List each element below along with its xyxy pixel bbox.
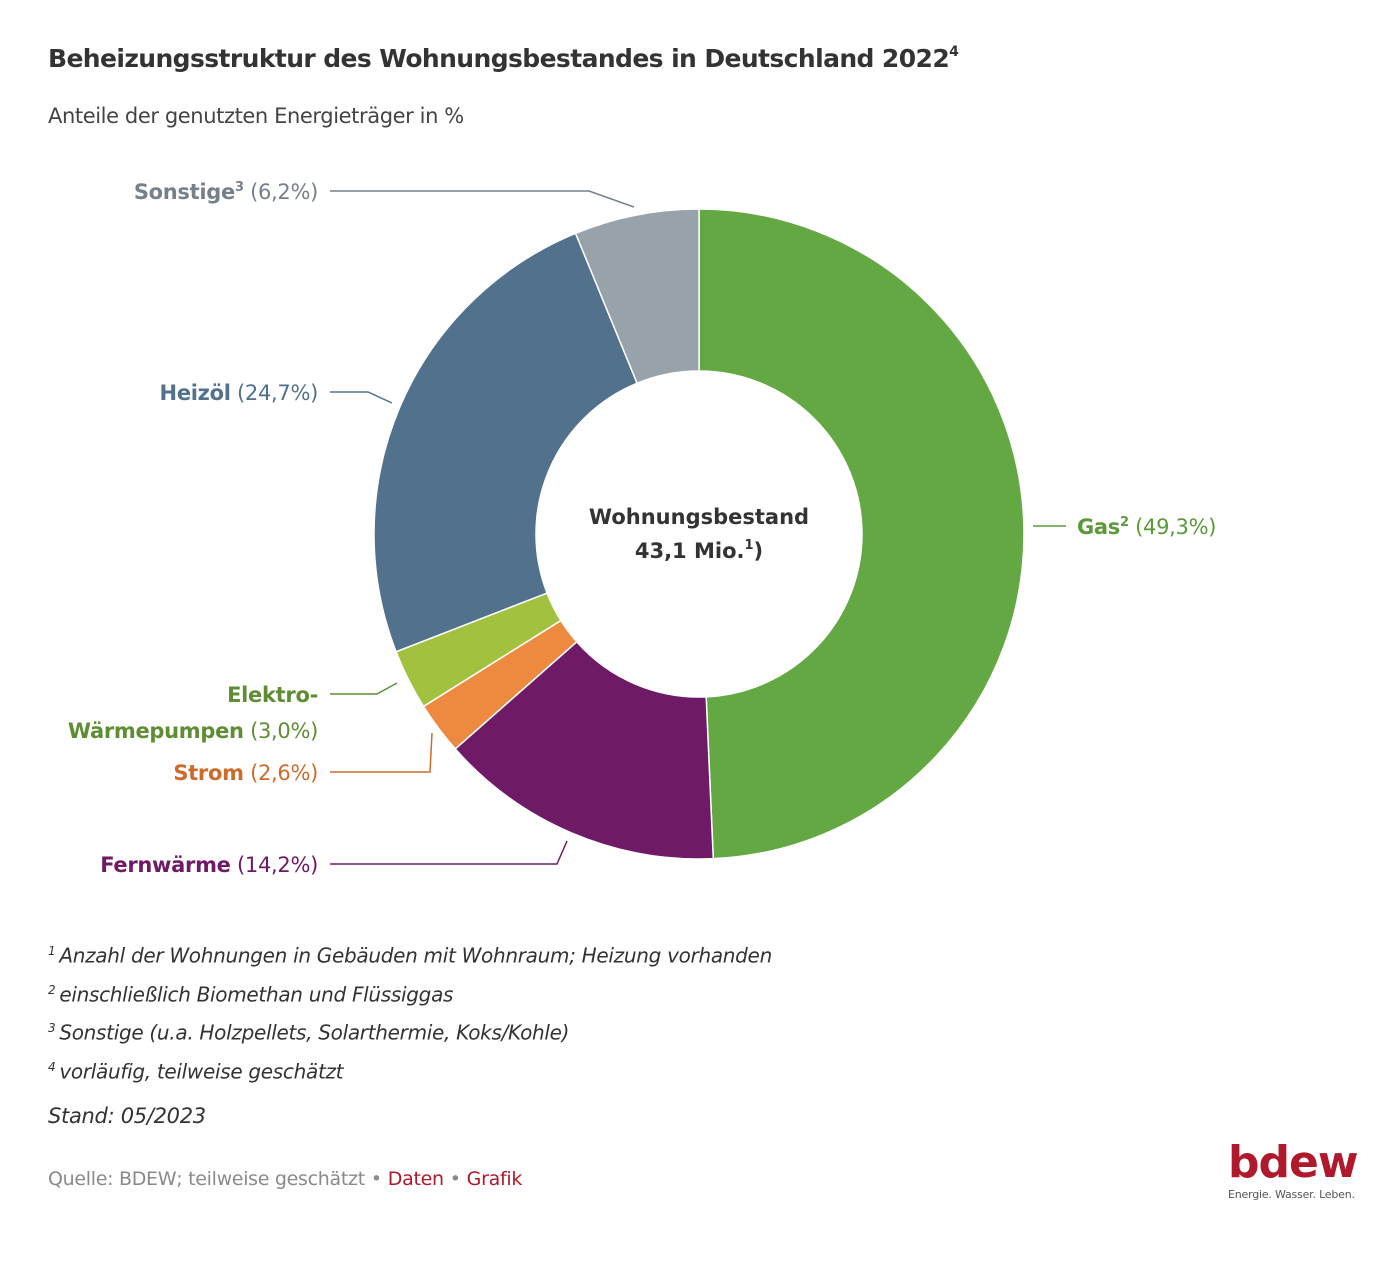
label-name: Gas	[1077, 515, 1120, 539]
label-value: (24,7%)	[231, 381, 318, 405]
footnote-3: 3 Sonstige (u.a. Holzpellets, Solarthermi…	[48, 1011, 772, 1050]
slice-heizoel	[373, 232, 639, 653]
footnotes: 1 Anzahl der Wohnungen in Gebäuden mit Wo…	[48, 934, 772, 1089]
label-name: Sonstige	[134, 180, 235, 204]
grafik-link[interactable]: Grafik	[466, 1168, 523, 1190]
center-label-line2: 43,1 Mio.1)	[635, 538, 763, 563]
label-footnote-mark: 3	[235, 180, 244, 195]
slice-labels: Gas2 (49,3%) Fernwärme (14,2%) Strom (2,6%…	[68, 180, 1217, 877]
donut-chart: Gas2 (49,3%) Fernwärme (14,2%) Strom (2,6%…	[68, 180, 1217, 877]
separator: •	[370, 1168, 382, 1190]
label-value: (14,2%)	[231, 853, 318, 877]
leader-line-elektro-waermepumpen	[330, 682, 398, 695]
label-gas: Gas2 (49,3%)	[1077, 515, 1216, 539]
logo-tagline: Energie. Wasser. Leben.	[1228, 1188, 1355, 1201]
footnote-4: 4 vorläufig, teilweise geschätzt	[48, 1050, 772, 1089]
chart-subtitle: Anteile der genutzten Energieträger in %	[48, 104, 464, 128]
label-elektro-waermepumpen-line1: Elektro-	[227, 683, 318, 707]
footnote-text: einschließlich Biomethan und Flüssiggas	[59, 982, 454, 1007]
chart-title-text: Beheizungsstruktur des Wohnungsbestandes…	[48, 44, 950, 73]
label-value: (49,3%)	[1129, 515, 1216, 539]
label-elektro-waermepumpen-line2: Wärmepumpen (3,0%)	[68, 719, 318, 743]
label-footnote-mark: 2	[1120, 515, 1129, 530]
center-label-line1: Wohnungsbestand	[589, 505, 809, 529]
donut-slices	[373, 208, 1025, 860]
daten-link[interactable]: Daten	[387, 1168, 444, 1190]
footnote-mark: 3	[48, 1021, 56, 1036]
label-name: Wärmepumpen	[68, 719, 244, 743]
slice-fernwaerme	[454, 640, 715, 860]
label-name: Elektro-	[227, 683, 318, 707]
footnote-text: Anzahl der Wohnungen in Gebäuden mit Woh…	[59, 943, 772, 968]
label-heizoel: Heizöl (24,7%)	[160, 381, 318, 405]
label-value: (2,6%)	[244, 761, 318, 785]
center-suffix: )	[754, 539, 764, 563]
logo-wordmark: bdew	[1228, 1137, 1358, 1188]
label-value: (3,0%)	[244, 719, 318, 743]
source-line: Quelle: BDEW; teilweise geschätzt • Daten •…	[48, 1168, 522, 1190]
stand-date: Stand: 05/2023	[48, 1104, 206, 1128]
leader-lines	[330, 190, 1066, 865]
label-name: Fernwärme	[100, 853, 230, 877]
label-fernwaerme: Fernwärme (14,2%)	[100, 853, 318, 877]
footnote-text: Sonstige (u.a. Holzpellets, Solarthermie…	[59, 1020, 570, 1045]
leader-line-heizoel	[330, 391, 393, 404]
label-name: Strom	[173, 761, 243, 785]
leader-line-sonstige	[330, 190, 635, 208]
source-text: Quelle: BDEW; teilweise geschätzt	[48, 1168, 365, 1190]
label-value: (6,2%)	[244, 180, 318, 204]
leader-line-strom	[330, 732, 433, 773]
footnote-2: 2 einschließlich Biomethan und Flüssiggas	[48, 973, 772, 1012]
footnote-mark: 2	[48, 982, 56, 997]
title-footnote-mark: 4	[949, 43, 959, 60]
label-sonstige: Sonstige3 (6,2%)	[134, 180, 318, 204]
leader-line-fernwaerme	[330, 840, 568, 865]
bdew-logo: bdew Energie. Wasser. Leben.	[1228, 1137, 1358, 1202]
label-name: Heizöl	[160, 381, 231, 405]
center-total: 43,1 Mio.	[635, 539, 745, 563]
footnote-text: vorläufig, teilweise geschätzt	[59, 1059, 344, 1084]
chart-title: Beheizungsstruktur des Wohnungsbestandes…	[48, 43, 959, 73]
slice-sonstige	[574, 208, 700, 385]
center-footnote-mark: 1	[744, 538, 753, 553]
separator: •	[449, 1168, 461, 1190]
footnote-1: 1 Anzahl der Wohnungen in Gebäuden mit Wo…	[48, 934, 772, 973]
footnote-mark: 4	[48, 1059, 56, 1074]
slice-gas	[698, 208, 1025, 860]
label-strom: Strom (2,6%)	[173, 761, 318, 785]
footnote-mark: 1	[48, 944, 56, 958]
